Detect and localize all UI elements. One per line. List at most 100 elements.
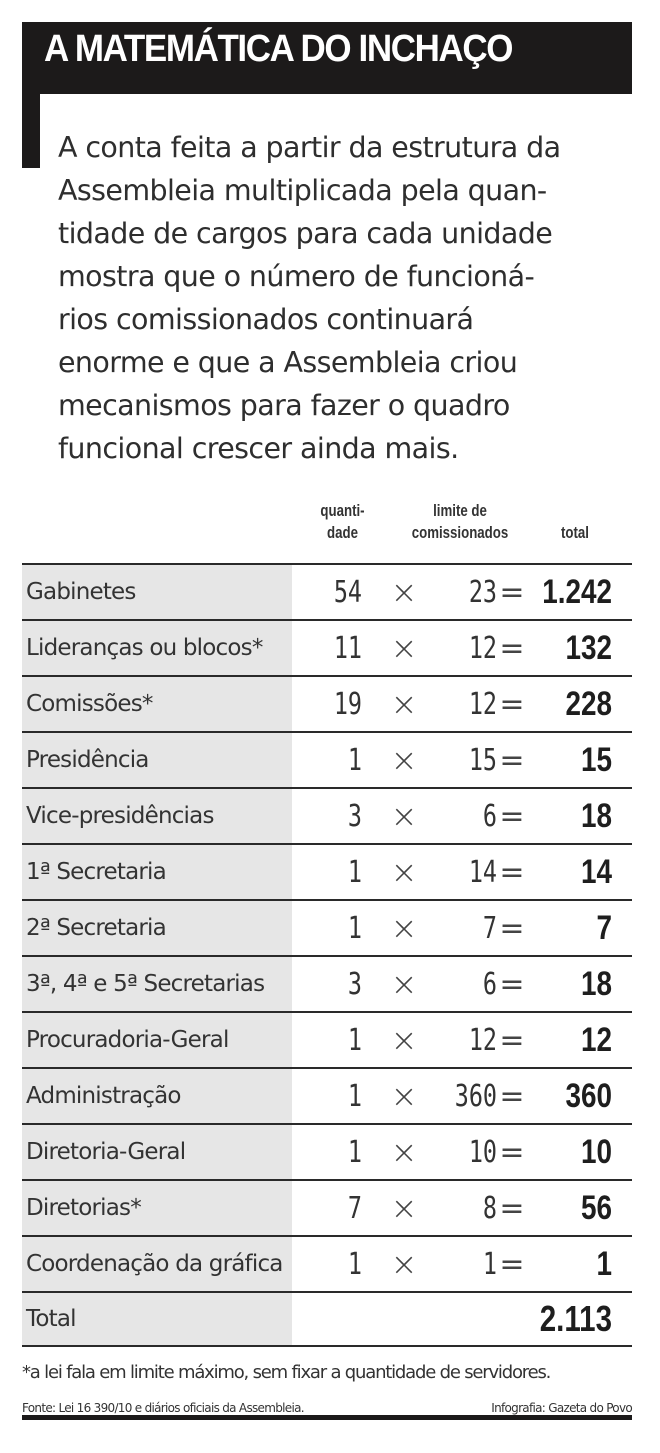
quantity-value: 19 [333, 686, 362, 722]
total-value: 15 [580, 740, 612, 779]
times-operator: × [390, 1077, 418, 1115]
total-value: 7 [596, 908, 612, 947]
quantity-value: 54 [333, 574, 362, 610]
intro-line: rios comissionados continuará [58, 303, 474, 336]
table-row: Diretorias* 7 × 8 = 56 [22, 1179, 632, 1235]
intro-line: mecanismos para fazer o quadro [58, 389, 510, 422]
equals-operator: = [499, 742, 525, 778]
table-row: Lideranças ou blocos* 11 × 12 = 132 [22, 619, 632, 675]
equals-operator: = [499, 686, 525, 722]
quantity-value: 11 [333, 630, 362, 666]
quantity-value: 7 [347, 1190, 362, 1226]
intro-paragraph: A conta feita a partir da estrutura da A… [58, 126, 643, 470]
equals-operator: = [499, 1190, 525, 1226]
limit-value: 7 [482, 910, 497, 946]
row-label: Vice-presidências [22, 789, 292, 843]
limit-value: 12 [468, 686, 497, 722]
limit-value: 8 [482, 1190, 497, 1226]
row-label: 3ª, 4ª e 5ª Secretarias [22, 957, 292, 1011]
times-operator: × [390, 909, 418, 947]
table-row: Comissões* 19 × 12 = 228 [22, 675, 632, 731]
equals-operator: = [499, 630, 525, 666]
total-value: 12 [580, 1020, 612, 1059]
intro-line: enorme e que a Assembleia criou [58, 346, 518, 379]
table-row: Procuradoria-Geral 1 × 12 = 12 [22, 1011, 632, 1067]
row-label: Administração [22, 1069, 292, 1123]
row-label: 1ª Secretaria [22, 845, 292, 899]
source-bar: Fonte: Lei 16 390/10 e diários oficiais … [22, 1398, 633, 1420]
row-label: Lideranças ou blocos* [22, 621, 292, 675]
intro-line: A conta feita a partir da estrutura da [58, 131, 561, 164]
limit-value: 10 [468, 1134, 497, 1170]
limit-value: 14 [468, 854, 497, 890]
total-value: 56 [580, 1188, 612, 1227]
equals-operator: = [499, 574, 525, 610]
table-row: Vice-presidências 3 × 6 = 18 [22, 787, 632, 843]
limit-value: 12 [468, 630, 497, 666]
equals-operator: = [499, 966, 525, 1002]
column-header-limit: limite de comissionados [411, 501, 509, 542]
quantity-value: 1 [347, 1246, 362, 1282]
limit-value: 6 [482, 966, 497, 1002]
total-row: Total 2.113 [22, 1291, 632, 1347]
times-operator: × [390, 797, 418, 835]
limit-value: 12 [468, 1022, 497, 1058]
table-row: Presidência 1 × 15 = 15 [22, 731, 632, 787]
times-operator: × [390, 1245, 418, 1283]
quantity-value: 1 [347, 854, 362, 890]
total-value: 18 [580, 964, 612, 1003]
times-operator: × [390, 1189, 418, 1227]
equals-operator: = [499, 854, 525, 890]
row-label: 2ª Secretaria [22, 901, 292, 955]
equals-operator: = [499, 910, 525, 946]
times-operator: × [390, 741, 418, 779]
limit-value: 23 [468, 574, 497, 610]
quantity-value: 1 [347, 1078, 362, 1114]
quantity-value: 1 [347, 910, 362, 946]
times-operator: × [390, 853, 418, 891]
times-operator: × [390, 965, 418, 1003]
total-value: 10 [580, 1132, 612, 1171]
source-text: Fonte: Lei 16 390/10 e diários oficiais … [22, 1401, 305, 1415]
row-label: Total [22, 1293, 292, 1345]
equals-operator: = [499, 1078, 525, 1114]
intro-line: funcional crescer ainda mais. [58, 432, 459, 465]
total-value: 132 [565, 628, 612, 667]
total-value: 2.113 [539, 1298, 612, 1339]
times-operator: × [390, 629, 418, 667]
times-operator: × [390, 1133, 418, 1171]
table-row: Administração 1 × 360 = 360 [22, 1067, 632, 1123]
row-label: Diretorias* [22, 1181, 292, 1235]
limit-value: 6 [482, 798, 497, 834]
total-value: 14 [580, 852, 612, 891]
times-operator: × [390, 573, 418, 611]
limit-value: 15 [468, 742, 497, 778]
equals-operator: = [499, 1022, 525, 1058]
quantity-value: 1 [347, 1134, 362, 1170]
intro-line: tidade de cargos para cada unidade [58, 217, 553, 250]
limit-value: 360 [454, 1078, 497, 1114]
row-label: Presidência [22, 733, 292, 787]
table-row: Diretoria-Geral 1 × 10 = 10 [22, 1123, 632, 1179]
row-label: Procuradoria-Geral [22, 1013, 292, 1067]
page-title: A MATEMÁTICA DO INCHAÇO [44, 28, 513, 70]
row-label: Comissões* [22, 677, 292, 731]
intro-line: mostra que o número de funcioná- [58, 260, 535, 293]
column-header-total: total [560, 523, 589, 542]
table-row: 3ª, 4ª e 5ª Secretarias 3 × 6 = 18 [22, 955, 632, 1011]
credit-text: Infografia: Gazeta do Povo [491, 1401, 632, 1415]
total-value: 18 [580, 796, 612, 835]
quantity-value: 3 [347, 798, 362, 834]
equals-operator: = [499, 1246, 525, 1282]
total-value: 360 [565, 1076, 612, 1115]
total-value: 1.242 [542, 572, 612, 611]
times-operator: × [390, 685, 418, 723]
table-row: Coordenação da gráfica 1 × 1 = 1 [22, 1235, 632, 1291]
total-value: 1 [596, 1244, 612, 1283]
equals-operator: = [499, 798, 525, 834]
title-stem-decoration [22, 94, 40, 168]
row-label: Diretoria-Geral [22, 1125, 292, 1179]
table-row: 2ª Secretaria 1 × 7 = 7 [22, 899, 632, 955]
quantity-value: 1 [347, 742, 362, 778]
data-table: Gabinetes 54 × 23 = 1.242 Lideranças ou blocos… [22, 563, 632, 1347]
